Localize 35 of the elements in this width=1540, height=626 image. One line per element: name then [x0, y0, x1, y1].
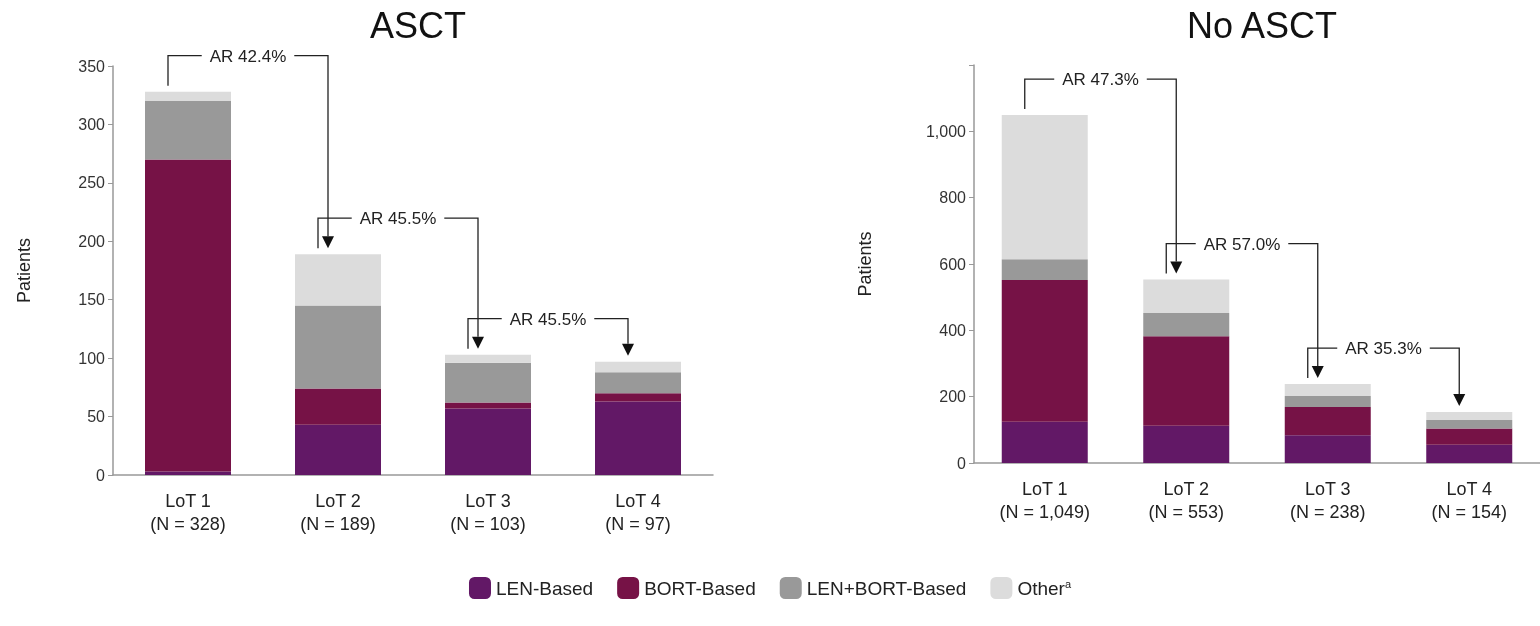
y-tick-label: 100	[78, 349, 106, 367]
legend-label: LEN-Based	[495, 577, 594, 599]
chart-title: No ASCT	[1186, 4, 1338, 46]
annotation: AR 57.0%	[1203, 234, 1281, 254]
y-tick-label: 250	[78, 174, 106, 192]
y-tick-label: 0	[96, 466, 106, 484]
y-tick-label: 150	[78, 291, 106, 309]
legend-label: BORT-Based	[644, 577, 756, 599]
y-axis-title: Patients	[14, 237, 34, 304]
x-tick-label: LoT 1 (N = 328)	[150, 490, 226, 534]
annotation: AR 35.3%	[1345, 339, 1422, 359]
y-tick-label: 1,000	[925, 122, 967, 140]
x-tick-label: LoT 3 (N = 103)	[450, 490, 526, 534]
y-axis-title: Patients	[855, 231, 875, 297]
x-tick-label: LoT 4 (N = 154)	[1431, 478, 1508, 522]
y-tick-label: 200	[78, 232, 106, 250]
y-tick-label: 0	[957, 454, 967, 472]
chart-title: ASCT	[369, 4, 467, 46]
y-tick-label: 600	[939, 255, 967, 273]
annotation: AR 45.5%	[509, 309, 587, 329]
annotation: AR 45.5%	[359, 209, 437, 229]
x-tick-label: LoT 3 (N = 238)	[1289, 478, 1366, 522]
y-tick-label: 400	[939, 321, 967, 339]
y-tick-label: 800	[939, 189, 967, 207]
text: AR 42.4%	[209, 46, 287, 66]
y-tick-label: 300	[78, 115, 106, 133]
x-tick-label: LoT 4 (N = 97)	[605, 490, 671, 534]
x-tick-label: LoT 2 (N = 553)	[1148, 478, 1225, 522]
annotation: AR 47.3%	[1062, 70, 1139, 90]
y-tick-label: 350	[78, 57, 106, 75]
y-tick-label: 200	[939, 388, 967, 406]
legend-label: LEN+BORT-Based	[806, 577, 967, 599]
x-tick-label: LoT 1 (N = 1,049)	[999, 478, 1091, 522]
y-tick-label: 50	[87, 408, 106, 426]
x-tick-label: LoT 2 (N = 189)	[300, 490, 376, 534]
